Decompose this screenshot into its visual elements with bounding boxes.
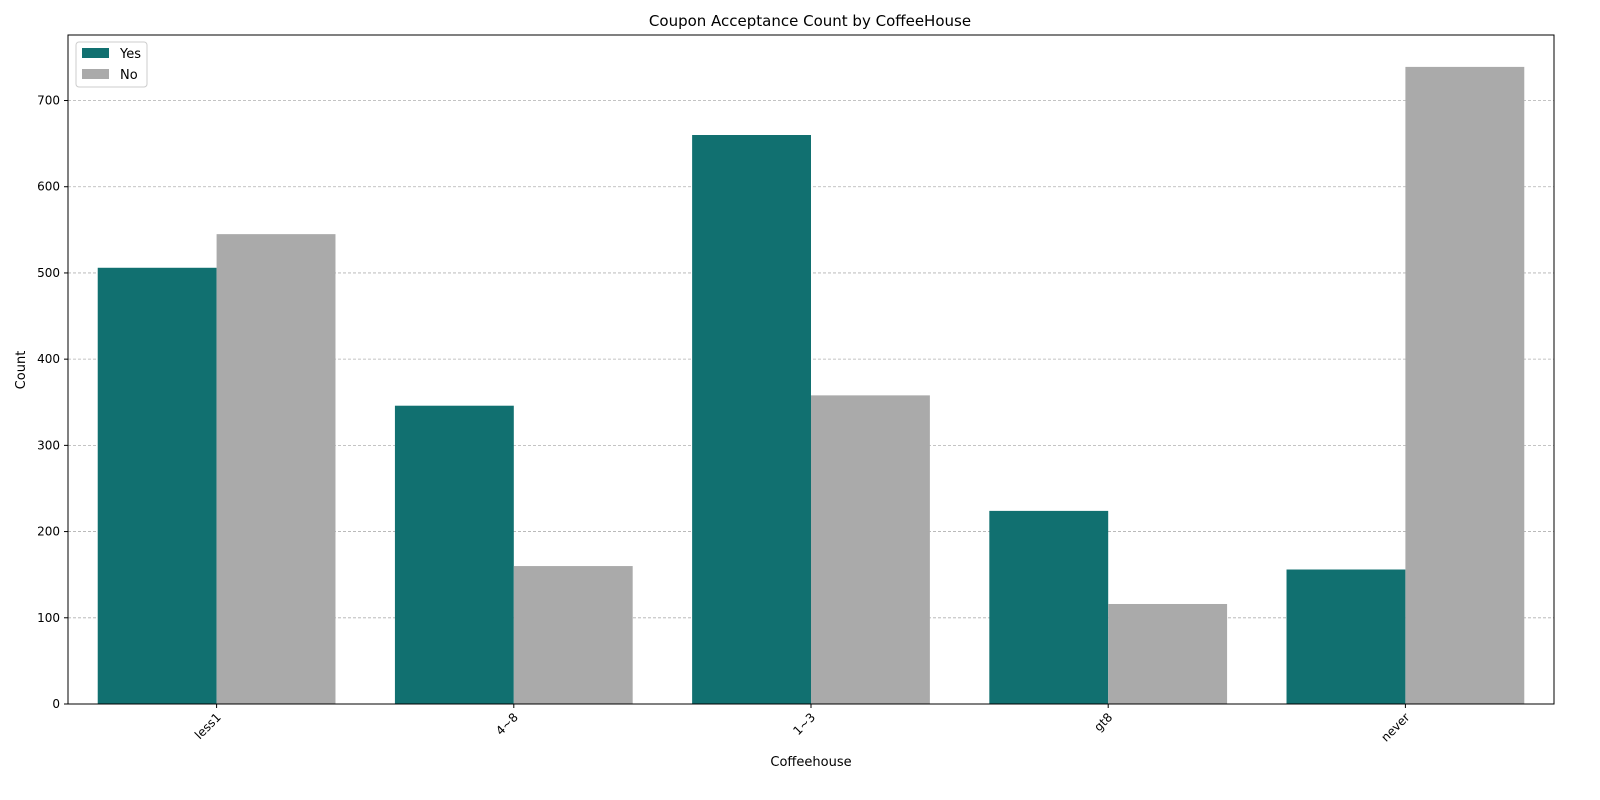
legend-swatch-no [82, 69, 109, 79]
bar-no-1 [513, 566, 633, 704]
legend-swatch-yes [82, 48, 109, 58]
y-tick-label: 600 [37, 180, 60, 194]
y-tick-label: 100 [37, 611, 60, 625]
y-tick-label: 400 [37, 352, 60, 366]
x-tick-label: gt8 [1091, 710, 1115, 734]
bar-yes-3 [989, 510, 1109, 704]
x-tick-label: less1 [192, 710, 224, 742]
legend-label-no: No [120, 68, 138, 83]
y-tick-label: 500 [37, 266, 60, 280]
bar-no-3 [1108, 603, 1228, 704]
y-axis: 0 100 200 300 400 500 600 700 [37, 94, 68, 711]
y-axis-label: Count [14, 351, 29, 390]
legend: Yes No [75, 41, 148, 88]
bar-no-0 [216, 234, 336, 704]
bar-yes-2 [692, 135, 811, 705]
chart-title: Coupon Acceptance Count by CoffeeHouse [649, 12, 971, 30]
bar-yes-1 [394, 405, 514, 704]
y-tick-label: 700 [37, 94, 60, 108]
bar-yes-4 [1286, 569, 1406, 704]
y-tick-label: 0 [52, 697, 60, 711]
y-tick-label: 300 [37, 438, 60, 452]
bar-no-4 [1405, 66, 1525, 704]
bar-no-2 [811, 395, 930, 704]
legend-label-yes: Yes [119, 47, 141, 62]
x-tick-label: never [1378, 710, 1412, 744]
x-axis-label: Coffeehouse [770, 755, 851, 770]
x-tick-label: 4~8 [493, 710, 521, 738]
x-tick-label: 1~3 [790, 710, 818, 738]
bars [97, 66, 1525, 705]
y-tick-label: 200 [37, 525, 60, 539]
bar-yes-0 [97, 267, 217, 704]
x-axis: less1 4~8 1~3 gt8 never [192, 704, 1413, 744]
